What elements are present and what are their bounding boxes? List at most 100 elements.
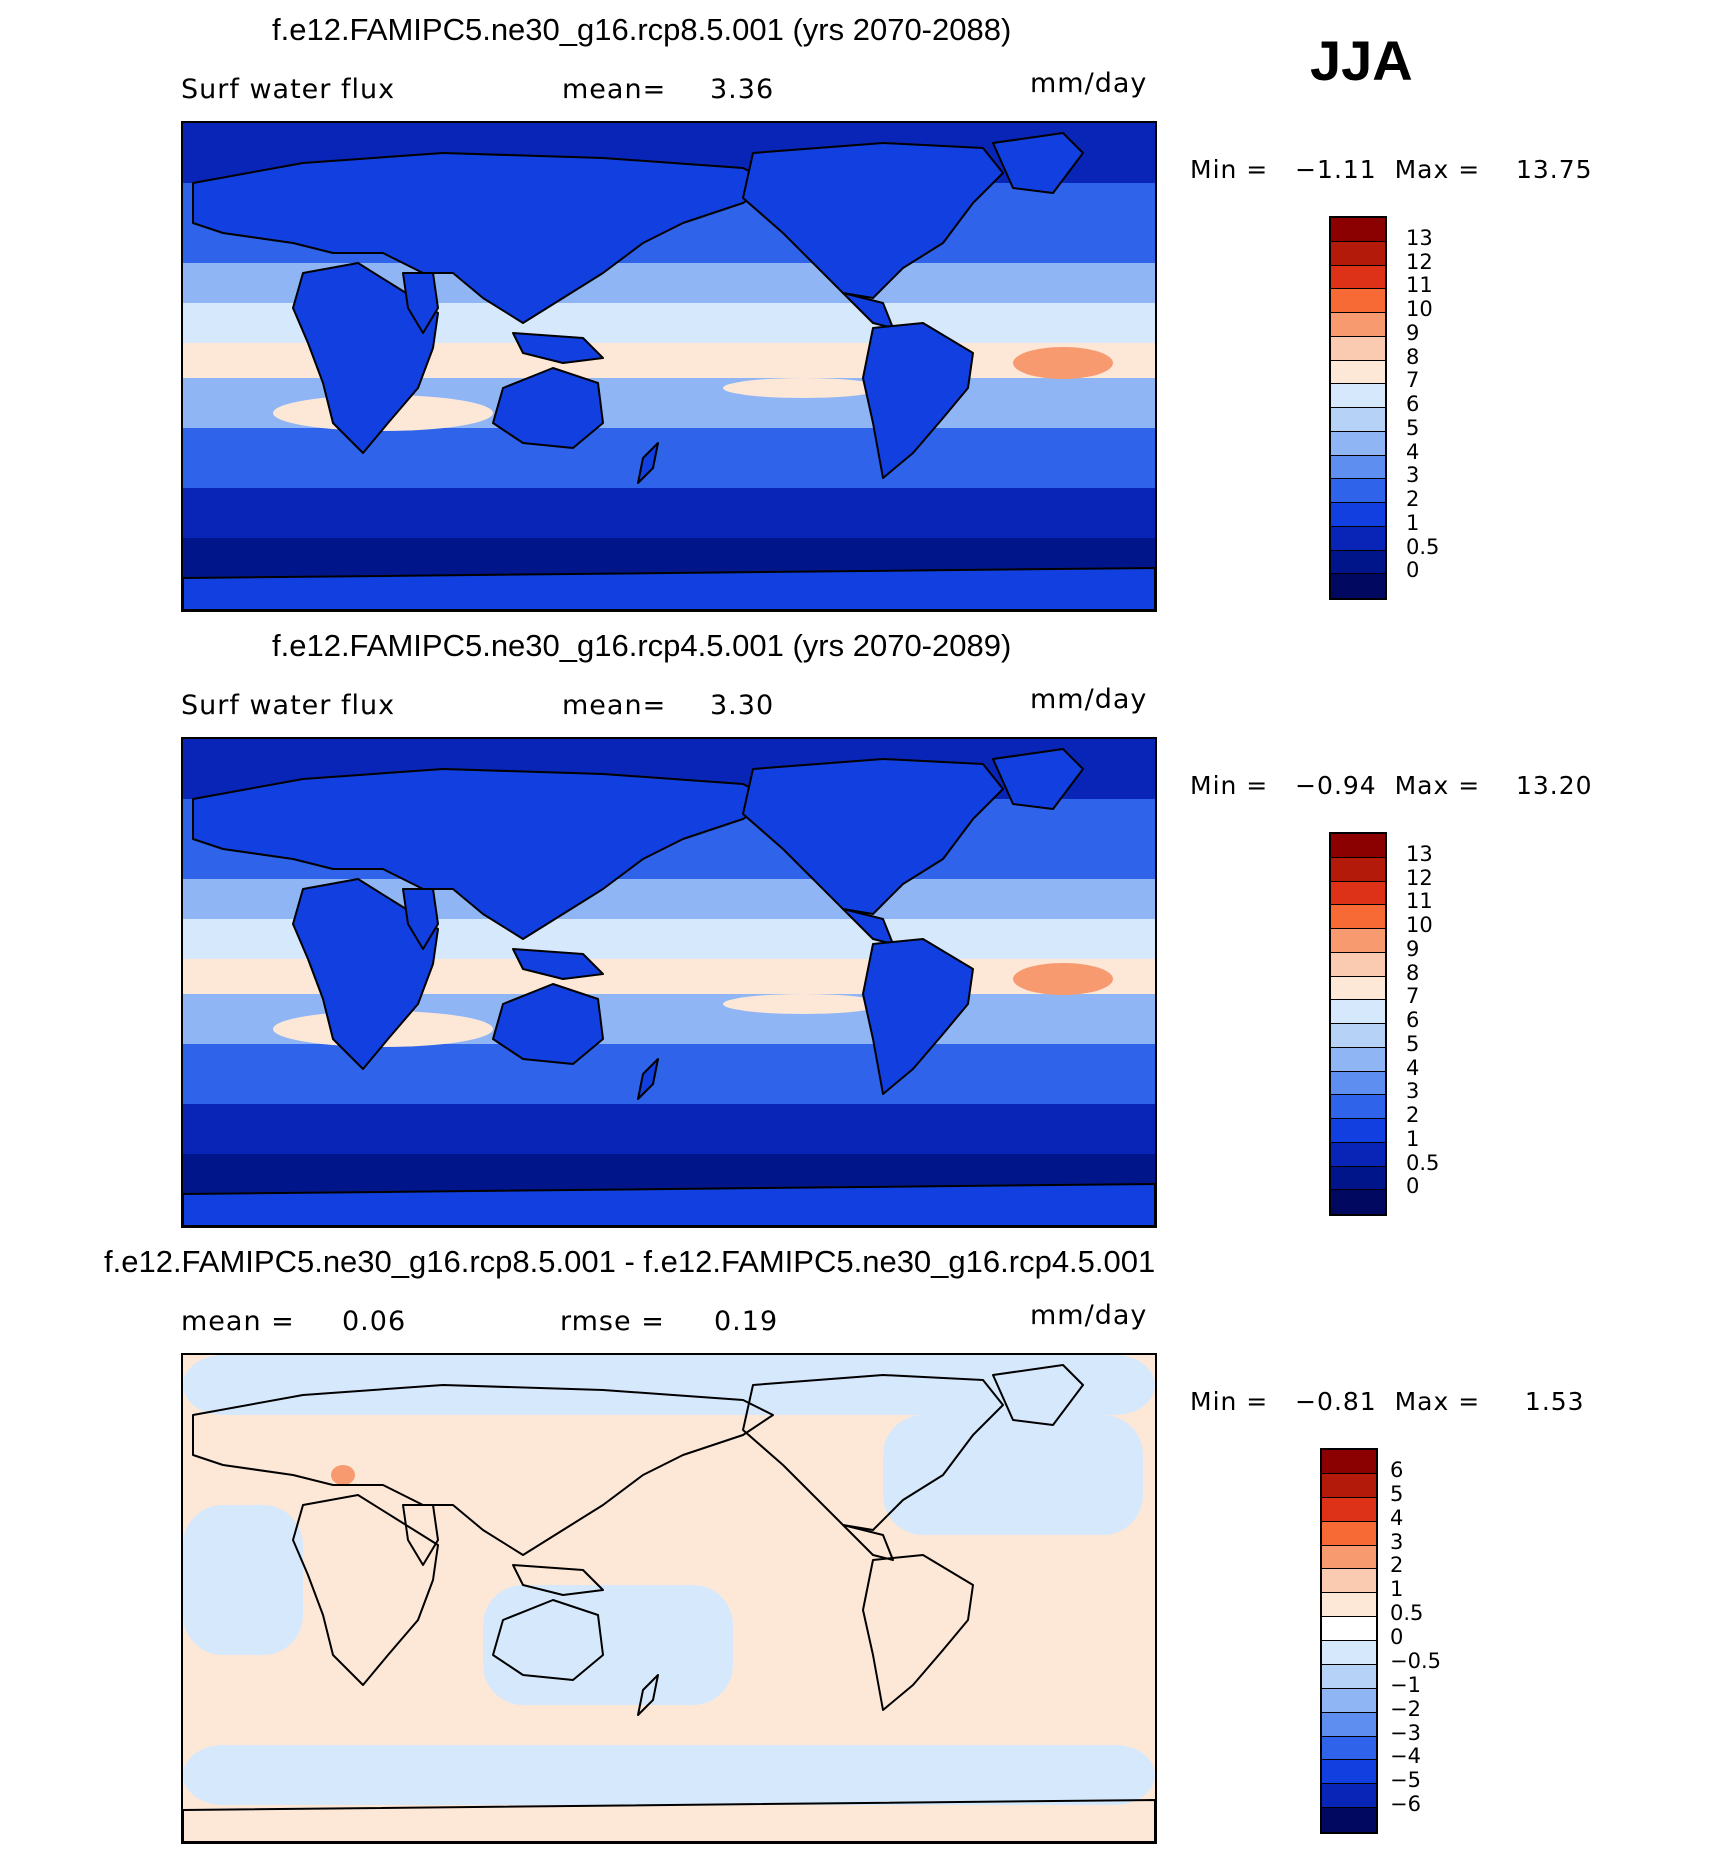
coastline xyxy=(512,1564,604,1596)
colorbar-swatch xyxy=(1331,408,1385,432)
coastline xyxy=(402,272,439,334)
positive-anomaly-region xyxy=(331,1465,355,1485)
colorbar-swatch xyxy=(1331,1166,1385,1191)
panel-3-units: mm/day xyxy=(1030,1300,1148,1331)
coastline xyxy=(292,878,439,1070)
colorbar-tick-label: 0.5 xyxy=(1390,1601,1424,1626)
colorbar-swatch xyxy=(1331,1119,1385,1143)
coastline xyxy=(992,1364,1084,1426)
colorbar-tick-label: 5 xyxy=(1406,1031,1420,1056)
panel-2-map xyxy=(181,737,1157,1228)
precipitation-maximum xyxy=(723,994,883,1014)
colorbar-swatch xyxy=(1322,1641,1376,1665)
panel-3-rmse-value: 0.19 xyxy=(714,1306,779,1337)
colorbar-swatch xyxy=(1322,1569,1376,1594)
colorbar-swatch xyxy=(1331,905,1385,929)
colorbar-tick-label: 1 xyxy=(1390,1577,1404,1602)
colorbar-tick-label: 0 xyxy=(1390,1625,1404,1649)
panel-1-colorbar-labels: 13 12 11 10 9 8 7 6 5 4 3 2 1 0.5 0 xyxy=(1406,225,1486,588)
coastline xyxy=(492,367,604,449)
coastline xyxy=(492,983,604,1065)
coastline xyxy=(842,1524,894,1561)
colorbar-swatch xyxy=(1331,1071,1385,1096)
coastline xyxy=(402,1504,439,1566)
coastline xyxy=(183,1183,1155,1226)
colorbar-tick-label: 11 xyxy=(1406,889,1433,914)
coastline xyxy=(183,567,1155,610)
panel-3-mean-value: 0.06 xyxy=(342,1306,407,1337)
colorbar-swatch xyxy=(1322,1593,1376,1618)
colorbar-tick-label: 9 xyxy=(1406,320,1420,345)
colorbar-tick-label: 6 xyxy=(1406,1008,1420,1032)
colorbar-swatch xyxy=(1331,360,1385,385)
colorbar-swatch xyxy=(1331,1000,1385,1024)
negative-anomaly-region xyxy=(183,1355,1155,1415)
colorbar-swatch xyxy=(1331,976,1385,1001)
panel-2-minmax: Min = −0.94 Max = 13.20 xyxy=(1190,771,1593,800)
negative-anomaly-region xyxy=(183,1745,1155,1805)
colorbar-swatch xyxy=(1322,1664,1376,1689)
colorbar-swatch xyxy=(1331,952,1385,977)
colorbar-swatch xyxy=(1331,857,1385,882)
colorbar-tick-label: 0 xyxy=(1406,558,1420,583)
panel-3-colorbar xyxy=(1320,1448,1378,1834)
coastline xyxy=(992,132,1084,194)
panel-2-units: mm/day xyxy=(1030,684,1148,715)
coastline xyxy=(183,1799,1155,1842)
colorbar-swatch xyxy=(1322,1784,1376,1809)
colorbar-tick-label: 7 xyxy=(1406,984,1420,1009)
coastline xyxy=(742,142,1004,299)
negative-anomaly-region xyxy=(183,1505,303,1655)
colorbar-tick-label: 0.5 xyxy=(1406,534,1440,559)
panel-1-minmax: Min = −1.11 Max = 13.75 xyxy=(1190,155,1593,184)
colorbar-tick-label: 7 xyxy=(1406,368,1420,393)
colorbar-tick-label: −0.5 xyxy=(1390,1648,1441,1673)
coastline xyxy=(292,262,439,454)
coastline xyxy=(742,758,1004,915)
colorbar-tick-label: 0 xyxy=(1406,1174,1420,1199)
colorbar-swatch xyxy=(1331,289,1385,313)
colorbar-tick-label: 12 xyxy=(1406,249,1433,274)
colorbar-tick-label: 13 xyxy=(1406,225,1433,250)
colorbar-swatch xyxy=(1331,431,1385,456)
panel-2-variable-label: Surf water flux xyxy=(181,690,396,721)
colorbar-swatch xyxy=(1322,1760,1376,1785)
colorbar-swatch xyxy=(1331,1024,1385,1048)
colorbar-tick-label: 1 xyxy=(1406,510,1420,535)
panel-2-mean-value: 3.30 xyxy=(710,690,775,721)
negative-anomaly-region xyxy=(483,1585,733,1705)
panel-3-minmax: Min = −0.81 Max = 1.53 xyxy=(1190,1387,1585,1416)
colorbar-swatch xyxy=(1322,1521,1376,1546)
colorbar-tick-label: −1 xyxy=(1390,1672,1421,1697)
colorbar-swatch xyxy=(1322,1712,1376,1737)
colorbar-swatch xyxy=(1331,881,1385,906)
colorbar-swatch xyxy=(1331,218,1385,242)
panel-2-title: f.e12.FAMIPC5.ne30_g16.rcp4.5.001 (yrs 2… xyxy=(272,628,1012,663)
panel-3-rmse-label: rmse = xyxy=(560,1306,665,1337)
precipitation-band xyxy=(183,428,1155,488)
coastline xyxy=(402,888,439,950)
colorbar-tick-label: 13 xyxy=(1406,841,1433,866)
colorbar-tick-label: 12 xyxy=(1406,865,1433,890)
colorbar-tick-label: 2 xyxy=(1406,1103,1420,1127)
panel-1-units: mm/day xyxy=(1030,68,1148,99)
negative-anomaly-region xyxy=(883,1415,1143,1535)
colorbar-swatch xyxy=(1331,336,1385,361)
panel-3-title: f.e12.FAMIPC5.ne30_g16.rcp8.5.001 - f.e1… xyxy=(104,1244,1156,1279)
precipitation-band xyxy=(183,1104,1155,1154)
coastline xyxy=(492,1599,604,1681)
coastline xyxy=(862,1554,974,1711)
colorbar-tick-label: −2 xyxy=(1390,1696,1421,1721)
colorbar-swatch xyxy=(1322,1545,1376,1570)
colorbar-tick-label: 11 xyxy=(1406,273,1433,298)
colorbar-tick-label: 4 xyxy=(1390,1505,1404,1530)
panel-3-map xyxy=(181,1353,1157,1844)
panel-2-map-plot xyxy=(183,739,1155,1226)
colorbar-tick-label: 6 xyxy=(1390,1457,1404,1482)
colorbar-swatch xyxy=(1331,574,1385,598)
colorbar-tick-label: 3 xyxy=(1406,1079,1420,1104)
colorbar-tick-label: 0.5 xyxy=(1406,1150,1440,1175)
colorbar-tick-label: −5 xyxy=(1390,1768,1421,1793)
panel-2-colorbar-labels: 13 12 11 10 9 8 7 6 5 4 3 2 1 0.5 0 xyxy=(1406,841,1486,1204)
colorbar-swatch xyxy=(1331,384,1385,408)
